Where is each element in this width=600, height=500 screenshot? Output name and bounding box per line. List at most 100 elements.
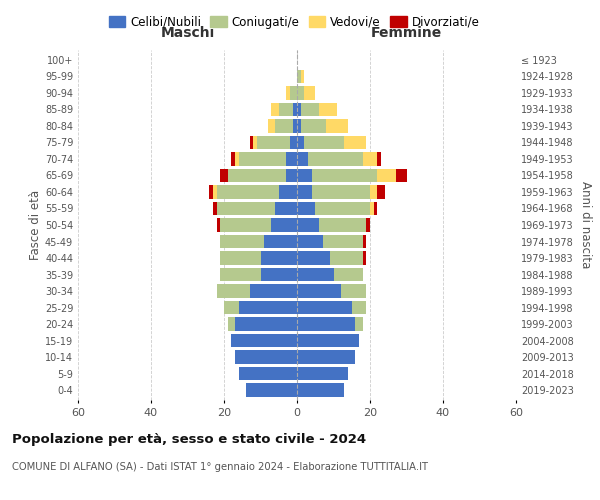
Bar xyxy=(213,202,217,215)
Bar xyxy=(239,301,297,314)
Bar xyxy=(239,152,286,166)
Bar xyxy=(297,185,311,199)
Bar xyxy=(308,152,363,166)
Bar xyxy=(286,152,297,166)
Bar xyxy=(253,136,257,149)
Bar xyxy=(297,318,355,331)
Bar xyxy=(297,284,341,298)
Bar xyxy=(297,268,334,281)
Bar xyxy=(220,234,264,248)
Bar xyxy=(297,367,348,380)
Bar xyxy=(271,102,279,116)
Bar xyxy=(363,252,367,265)
Bar xyxy=(326,119,348,132)
Bar xyxy=(220,168,227,182)
Bar xyxy=(363,152,377,166)
Bar xyxy=(209,185,213,199)
Bar xyxy=(290,136,297,149)
Bar xyxy=(217,284,250,298)
Bar xyxy=(297,70,301,83)
Bar xyxy=(330,252,363,265)
Bar xyxy=(377,168,395,182)
Bar xyxy=(374,202,377,215)
Bar xyxy=(297,102,301,116)
Bar xyxy=(220,218,271,232)
Text: Maschi: Maschi xyxy=(160,26,215,40)
Bar xyxy=(235,318,297,331)
Bar xyxy=(367,218,370,232)
Bar xyxy=(363,234,367,248)
Bar xyxy=(370,202,374,215)
Bar xyxy=(217,218,220,232)
Bar xyxy=(286,86,290,100)
Bar xyxy=(220,252,260,265)
Bar xyxy=(293,102,297,116)
Bar xyxy=(227,318,235,331)
Bar xyxy=(220,268,260,281)
Bar xyxy=(297,119,301,132)
Bar xyxy=(232,334,297,347)
Bar xyxy=(297,384,344,397)
Bar xyxy=(301,102,319,116)
Bar xyxy=(257,136,290,149)
Bar xyxy=(224,301,239,314)
Y-axis label: Anni di nascita: Anni di nascita xyxy=(579,182,592,268)
Bar xyxy=(304,86,315,100)
Bar xyxy=(217,185,279,199)
Bar xyxy=(315,202,370,215)
Bar xyxy=(232,152,235,166)
Bar xyxy=(297,152,308,166)
Bar xyxy=(395,168,407,182)
Bar xyxy=(297,86,304,100)
Bar xyxy=(297,301,352,314)
Bar xyxy=(297,136,304,149)
Bar xyxy=(271,218,297,232)
Bar xyxy=(341,284,367,298)
Bar xyxy=(301,70,304,83)
Bar xyxy=(297,218,319,232)
Bar xyxy=(377,185,385,199)
Bar xyxy=(370,185,377,199)
Text: Popolazione per età, sesso e stato civile - 2024: Popolazione per età, sesso e stato civil… xyxy=(12,432,366,446)
Bar xyxy=(334,268,363,281)
Text: COMUNE DI ALFANO (SA) - Dati ISTAT 1° gennaio 2024 - Elaborazione TUTTITALIA.IT: COMUNE DI ALFANO (SA) - Dati ISTAT 1° ge… xyxy=(12,462,428,472)
Bar xyxy=(297,252,330,265)
Bar xyxy=(297,234,323,248)
Bar xyxy=(355,318,363,331)
Bar xyxy=(239,367,297,380)
Bar xyxy=(260,252,297,265)
Y-axis label: Fasce di età: Fasce di età xyxy=(29,190,42,260)
Bar xyxy=(290,86,297,100)
Bar xyxy=(279,102,293,116)
Bar xyxy=(304,136,344,149)
Text: Femmine: Femmine xyxy=(371,26,442,40)
Bar xyxy=(319,102,337,116)
Legend: Celibi/Nubili, Coniugati/e, Vedovi/e, Divorziati/e: Celibi/Nubili, Coniugati/e, Vedovi/e, Di… xyxy=(104,11,484,34)
Bar xyxy=(297,202,315,215)
Bar xyxy=(227,168,286,182)
Bar xyxy=(297,334,359,347)
Bar xyxy=(311,185,370,199)
Bar xyxy=(301,119,326,132)
Bar xyxy=(275,119,293,132)
Bar xyxy=(275,202,297,215)
Bar xyxy=(323,234,363,248)
Bar xyxy=(352,301,367,314)
Bar xyxy=(279,185,297,199)
Bar xyxy=(297,168,311,182)
Bar xyxy=(246,384,297,397)
Bar xyxy=(311,168,377,182)
Bar xyxy=(235,350,297,364)
Bar xyxy=(319,218,367,232)
Bar xyxy=(217,202,275,215)
Bar xyxy=(213,185,217,199)
Bar xyxy=(297,350,355,364)
Bar xyxy=(250,136,253,149)
Bar xyxy=(250,284,297,298)
Bar xyxy=(260,268,297,281)
Bar xyxy=(235,152,239,166)
Bar xyxy=(377,152,381,166)
Bar xyxy=(286,168,297,182)
Bar xyxy=(264,234,297,248)
Bar xyxy=(344,136,367,149)
